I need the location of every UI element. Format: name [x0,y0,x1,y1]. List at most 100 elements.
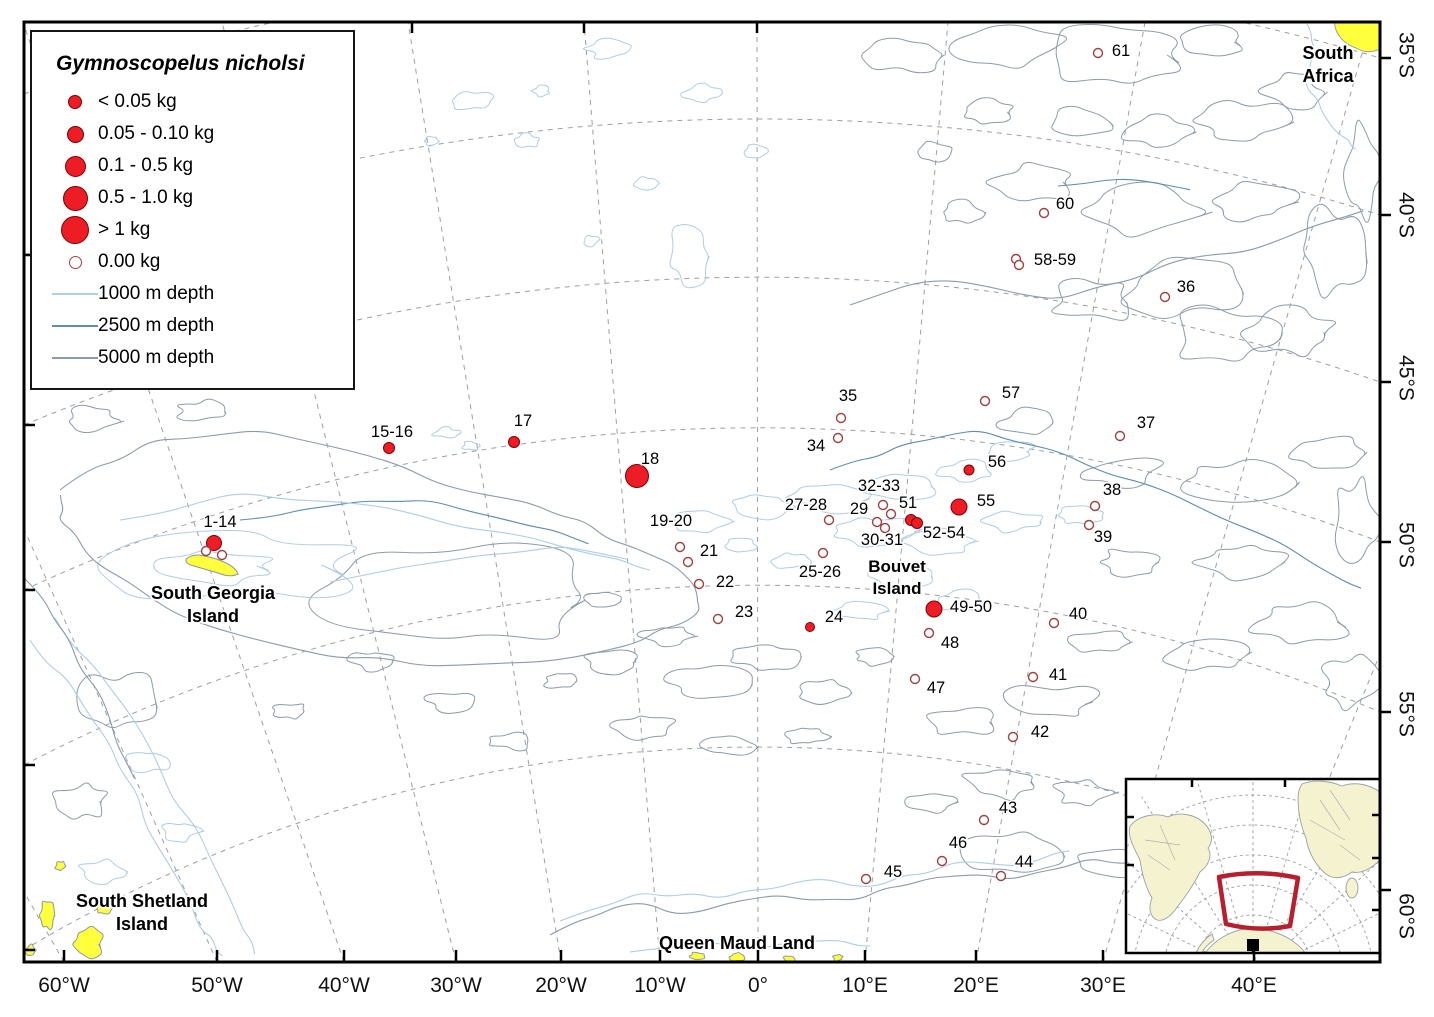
station-catch-marker [925,600,943,618]
station-catch-marker [508,436,520,448]
station-zero-marker [817,547,829,559]
station-zero-marker [835,412,847,424]
lat-axis-label: 55°S [1395,691,1418,737]
station-label: 21 [700,542,718,560]
station-zero-marker [1007,731,1019,743]
station-label: 1-14 [203,513,236,531]
lat-axis-label: 35°S [1395,32,1418,78]
legend-row-size-5: > 1 kg [52,214,353,246]
station-zero-marker [1114,430,1126,442]
legend-label: 1000 m depth [98,283,215,304]
station-label: 24 [825,608,843,626]
lon-axis-label: 20°W [535,974,587,997]
station-label: 35 [839,387,857,405]
catch-symbol-icon [66,125,84,143]
legend-row-size-3: 0.1 - 0.5 kg [52,150,353,182]
lon-axis-label: 40°E [1231,974,1277,997]
station-zero-marker [823,514,835,526]
station-zero-marker [1013,259,1025,271]
station-label: 17 [514,412,532,430]
station-catch-marker [383,442,395,454]
station-catch-marker [963,464,975,476]
lon-axis-label: 10°W [634,974,686,997]
station-label: 22 [716,573,734,591]
station-zero-marker [682,556,694,568]
legend-label: 0.1 - 0.5 kg [98,155,194,176]
legend-row-zero: 0.00 kg [52,246,353,278]
station-label: 51 [899,494,917,512]
station-zero-marker [923,627,935,639]
station-label: 42 [1031,723,1049,741]
station-label: 37 [1137,414,1155,432]
legend-label: 0.00 kg [98,251,161,272]
legend-box: Gymnoscopelus nicholsi < 0.05 kg 0.05 - … [30,30,355,390]
legend-row-depth-2500: 2500 m depth [52,310,353,342]
map-frame [22,20,1382,964]
station-zero-marker [909,673,921,685]
south-georgia-island-shape [185,554,239,577]
lon-axis-label: 10°E [842,974,888,997]
station-label: 34 [807,437,825,455]
station-label: 27-28 [785,496,827,514]
legend-row-depth-1000: 1000 m depth [52,278,353,310]
station-label: 29 [850,500,868,518]
inset-study-area-box [1216,870,1301,931]
station-label: 43 [999,799,1017,817]
station-zero-marker [712,613,724,625]
place-label-south-africa: South Africa [1302,43,1354,86]
station-zero-marker [693,578,705,590]
station-label: 57 [1002,384,1020,402]
station-zero-marker [979,395,991,407]
station-label: 25-26 [799,563,841,581]
station-zero-marker [1083,519,1095,531]
lon-axis-label: 0° [748,974,768,997]
station-label: 40 [1069,605,1087,623]
lon-axis-label: 20°E [953,974,999,997]
station-label: 30-31 [861,531,903,549]
station-markers [200,47,1171,885]
station-label: 41 [1049,666,1067,684]
station-label: 36 [1177,278,1195,296]
place-label-bouvet: Bouvet Island [868,557,926,598]
longitude-axis-labels: 60°W 50°W 40°W 30°W 20°W 10°W 0° 10°E 20°E 30°E 40… [38,974,1277,997]
small-island-shape [72,925,104,960]
station-label: 44 [1015,853,1033,871]
station-catch-marker [805,622,815,632]
station-label: 38 [1103,481,1121,499]
small-island-shape [38,900,56,931]
station-label: 39 [1094,528,1112,546]
lon-axis-label: 30°W [430,974,482,997]
station-label: 48 [941,634,959,652]
station-zero-marker [1089,500,1101,512]
lon-axis-label: 40°W [318,974,370,997]
lat-axis-label: 45°S [1395,355,1418,401]
station-label: 18 [641,450,659,468]
inset-africa-shape [1297,780,1380,879]
station-label: 19-20 [650,512,692,530]
place-labels: South Africa South Georgia Island South Shet… [74,41,1356,955]
station-zero-marker [216,549,228,561]
lon-axis-label: 30°E [1080,974,1126,997]
station-catch-marker [206,535,222,551]
station-label: 32-33 [858,477,900,495]
station-zero-marker [1048,617,1060,629]
station-zero-marker [879,522,891,534]
legend-row-depth-5000: 5000 m depth [52,342,353,374]
station-zero-marker [860,873,872,885]
station-label: 61 [1112,42,1130,60]
station-label: 47 [927,679,945,697]
legend-label: 5000 m depth [98,347,215,368]
station-zero-marker [1027,671,1039,683]
place-label-south-georgia: South Georgia Island [151,583,276,626]
station-zero-marker [885,508,897,520]
station-catch-marker [911,517,923,529]
legend-row-size-1: < 0.05 kg [52,86,353,118]
legend-label: > 1 kg [98,219,151,240]
station-label: 45 [884,863,902,881]
lat-axis-label: 60°S [1395,893,1418,939]
station-zero-marker [674,541,686,553]
station-zero-marker [1159,291,1171,303]
station-label: 56 [988,453,1006,471]
